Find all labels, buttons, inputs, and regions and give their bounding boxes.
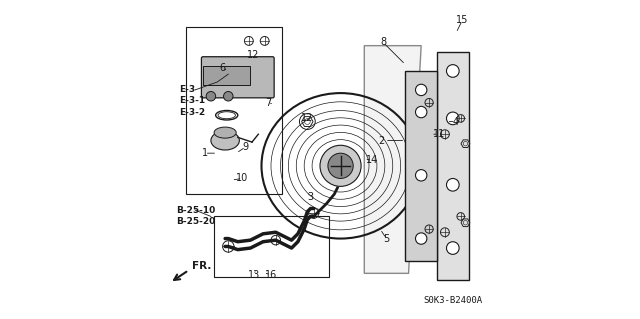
Circle shape (328, 153, 353, 178)
Text: 7: 7 (265, 98, 271, 108)
Circle shape (415, 233, 427, 244)
Polygon shape (405, 71, 437, 261)
Text: 6: 6 (219, 63, 225, 73)
Text: 11: 11 (433, 129, 445, 139)
Circle shape (447, 112, 459, 125)
Circle shape (415, 106, 427, 118)
Bar (186, 27, 282, 194)
Text: 12: 12 (301, 113, 314, 123)
FancyBboxPatch shape (202, 57, 274, 98)
Text: 9: 9 (243, 142, 249, 152)
Polygon shape (437, 52, 468, 280)
Text: 1: 1 (202, 148, 207, 158)
Circle shape (223, 92, 233, 101)
Text: FR.: FR. (192, 261, 211, 271)
Text: 12: 12 (248, 50, 260, 60)
Text: E-3: E-3 (179, 85, 195, 94)
Text: 8: 8 (380, 38, 387, 48)
Text: 2: 2 (378, 136, 385, 145)
Text: E-3-2: E-3-2 (179, 108, 205, 116)
Circle shape (320, 145, 361, 186)
Circle shape (447, 242, 459, 254)
Text: B-25-10: B-25-10 (176, 206, 216, 215)
Polygon shape (364, 46, 421, 273)
Circle shape (447, 178, 459, 191)
Ellipse shape (214, 127, 236, 138)
Text: 3: 3 (307, 192, 314, 203)
Text: 10: 10 (236, 174, 249, 183)
Circle shape (447, 65, 459, 77)
Circle shape (206, 92, 216, 101)
Text: 4: 4 (453, 116, 459, 127)
Text: B-25-20: B-25-20 (176, 217, 216, 226)
Bar (203, 66, 250, 85)
Circle shape (415, 170, 427, 181)
Text: 15: 15 (456, 15, 468, 26)
Text: S0K3-B2400A: S0K3-B2400A (423, 296, 483, 305)
Ellipse shape (211, 131, 239, 150)
Text: E-3-1: E-3-1 (179, 97, 205, 106)
Circle shape (415, 84, 427, 96)
Text: 16: 16 (265, 270, 277, 280)
Bar (214, 216, 330, 277)
Text: 14: 14 (366, 154, 378, 165)
Text: 5: 5 (383, 234, 390, 243)
Text: 13: 13 (248, 270, 260, 280)
